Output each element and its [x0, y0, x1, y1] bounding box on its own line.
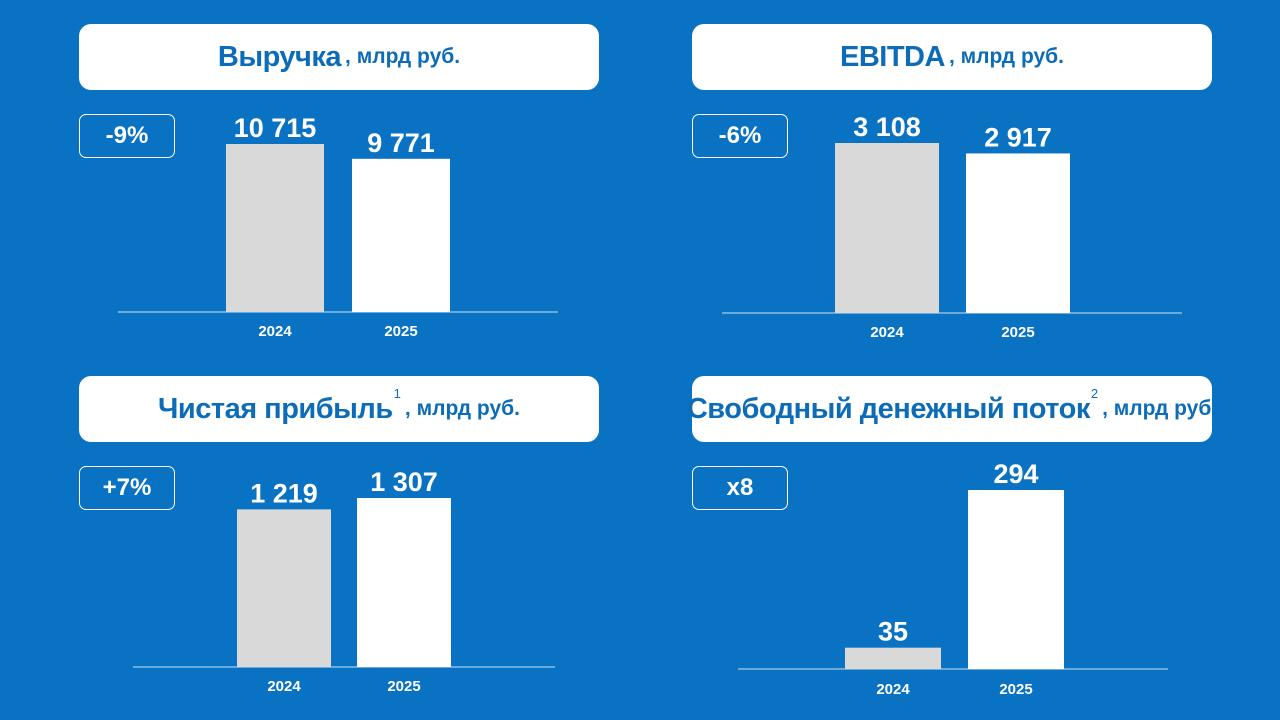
ebitda-title: EBITDA [839, 40, 945, 73]
fcf-value-label-2025: 294 [993, 459, 1038, 489]
net-income-bar-2024 [237, 509, 331, 667]
net-income-bar-2025 [357, 498, 451, 667]
revenue-bar-2025 [352, 158, 450, 312]
revenue-value-label-2024: 10 715 [234, 113, 317, 143]
net-income-title: Чистая прибыль [158, 392, 393, 425]
net-income-value-label-2024: 1 219 [250, 478, 318, 508]
ebitda-bar-2024 [835, 143, 939, 313]
net-income-value-label-2025: 1 307 [370, 467, 438, 497]
ebitda-category-label-2024: 2024 [870, 324, 904, 341]
fcf-title: Свободный денежный поток [686, 392, 1091, 425]
revenue-value-label-2025: 9 771 [367, 128, 435, 158]
fcf-category-label-2024: 2024 [876, 681, 910, 698]
revenue-title: Выручка [217, 40, 342, 73]
fcf-unit: , млрд руб. [1102, 397, 1218, 420]
fcf-bar-2024 [845, 647, 941, 669]
ebitda-category-label-2025: 2025 [1001, 324, 1034, 341]
revenue-title-box: Выручка , млрд руб. [79, 24, 599, 90]
ebitda-bar-2025 [966, 153, 1070, 313]
ebitda-title-box: EBITDA , млрд руб. [692, 24, 1212, 90]
revenue-category-label-2025: 2025 [384, 323, 417, 340]
revenue-bar-2024 [226, 144, 324, 312]
ebitda-value-label-2025: 2 917 [984, 122, 1052, 152]
fcf-value-label-2024: 35 [878, 617, 908, 647]
ebitda-change-badge: -6% [692, 114, 788, 158]
ebitda-value-label-2024: 3 108 [853, 112, 921, 142]
net-income-category-label-2024: 2024 [267, 678, 301, 695]
net-income-change-badge: +7% [79, 466, 175, 510]
revenue-change-badge: -9% [79, 114, 175, 158]
fcf-bar-2025 [968, 490, 1064, 669]
ebitda-unit: , млрд руб. [948, 45, 1064, 68]
fcf-title-box: Свободный денежный поток 2 , млрд руб. [687, 376, 1217, 442]
net-income-unit: , млрд руб. [404, 397, 520, 420]
fcf-category-label-2025: 2025 [999, 681, 1032, 698]
net-income-title-box: Чистая прибыль 1 , млрд руб. [79, 376, 599, 442]
revenue-unit: , млрд руб. [345, 45, 461, 68]
fcf-change-badge: x8 [692, 466, 788, 510]
fcf-footnote: 2 [1090, 385, 1099, 401]
net-income-footnote: 1 [393, 385, 401, 401]
net-income-category-label-2025: 2025 [387, 678, 420, 695]
revenue-category-label-2024: 2024 [258, 323, 292, 340]
